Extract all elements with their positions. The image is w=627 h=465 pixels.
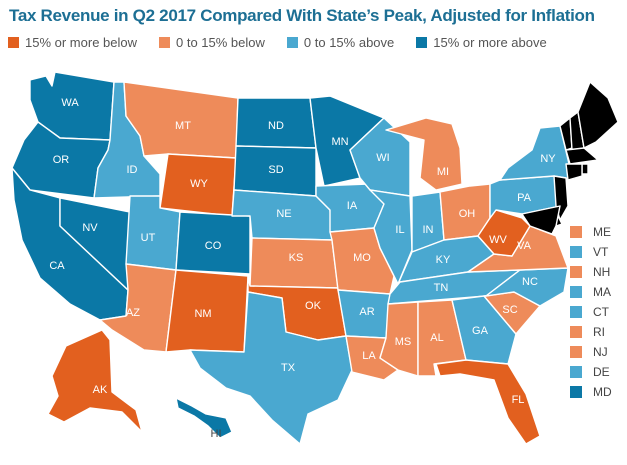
small-state-row: DE (570, 362, 612, 382)
state-label-WA: WA (61, 97, 79, 109)
small-state-swatch (570, 246, 582, 258)
small-state-abbr: NH (593, 265, 611, 279)
legend-item-0-15-above: 0 to 15% above (286, 35, 395, 50)
map-title: Tax Revenue in Q2 2017 Compared With Sta… (9, 6, 595, 25)
state-MA[interactable] (565, 147, 599, 165)
state-label-CA: CA (49, 260, 65, 272)
legend-label: 15% or more below (25, 35, 137, 50)
state-HI[interactable] (175, 397, 233, 439)
small-state-swatch (570, 346, 582, 358)
state-IL[interactable] (369, 189, 413, 285)
state-label-OR: OR (53, 154, 70, 166)
small-state-swatch (570, 226, 582, 238)
small-state-swatch (570, 326, 582, 338)
state-MI[interactable] (385, 117, 463, 191)
state-MD[interactable] (521, 205, 561, 235)
state-label-MN: MN (331, 136, 348, 148)
state-label-AR: AR (359, 306, 374, 318)
us-map: WA OR CA NV ID MT WY UT CO AZ NM ND SD N… (11, 71, 619, 445)
small-state-abbr: MA (593, 285, 611, 299)
state-label-MS: MS (395, 336, 412, 348)
small-state-row: RI (570, 322, 612, 342)
state-label-NC: NC (522, 276, 538, 288)
state-ME[interactable] (577, 81, 619, 149)
state-label-TX: TX (281, 362, 296, 374)
small-state-abbr: DE (593, 365, 610, 379)
state-AK[interactable] (47, 329, 143, 433)
state-label-KS: KS (289, 252, 304, 264)
small-state-abbr: CT (593, 305, 609, 319)
state-label-ID: ID (127, 164, 138, 176)
state-label-WV: WV (489, 234, 507, 246)
state-label-UT: UT (141, 232, 156, 244)
state-label-NV: NV (82, 222, 98, 234)
state-label-SC: SC (502, 304, 517, 316)
state-label-IL: IL (395, 224, 404, 236)
small-state-swatch (570, 286, 582, 298)
state-TX[interactable] (189, 291, 353, 445)
legend-label: 0 to 15% below (176, 35, 265, 50)
state-label-MI: MI (437, 166, 449, 178)
small-state-abbr: ME (593, 225, 611, 239)
small-state-abbr: MD (593, 385, 612, 399)
legend-label: 15% or more above (433, 35, 547, 50)
small-state-swatch (570, 266, 582, 278)
state-CT[interactable] (565, 163, 583, 181)
small-state-abbr: VT (593, 245, 609, 259)
state-label-OK: OK (305, 300, 322, 312)
legend: 15% or more below 0 to 15% below 0 to 15… (8, 35, 547, 50)
small-state-row: MD (570, 382, 612, 402)
small-state-row: ME (570, 222, 612, 242)
state-label-LA: LA (362, 350, 376, 362)
state-label-WY: WY (190, 178, 208, 190)
small-state-row: MA (570, 282, 612, 302)
state-label-VA: VA (517, 240, 532, 252)
state-label-TN: TN (434, 282, 449, 294)
state-label-NM: NM (194, 308, 211, 320)
state-label-PA: PA (517, 192, 532, 204)
small-state-abbr: NJ (593, 345, 608, 359)
state-label-ND: ND (268, 120, 284, 132)
state-label-IA: IA (347, 200, 358, 212)
state-RI[interactable] (581, 163, 589, 175)
legend-item-0-15-below: 0 to 15% below (159, 35, 265, 50)
small-state-row: NJ (570, 342, 612, 362)
small-state-row: NH (570, 262, 612, 282)
legend-item-15-or-more-above: 15% or more above (416, 35, 547, 50)
state-label-MT: MT (175, 120, 191, 132)
state-label-CO: CO (205, 240, 222, 252)
small-state-row: CT (570, 302, 612, 322)
small-state-swatch (570, 366, 582, 378)
state-label-AZ: AZ (126, 307, 140, 319)
state-label-FL: FL (512, 394, 525, 406)
state-label-NE: NE (276, 208, 291, 220)
state-label-SD: SD (268, 164, 283, 176)
legend-swatch (416, 37, 428, 48)
legend-swatch (286, 37, 298, 48)
small-state-abbr: RI (593, 325, 605, 339)
state-label-AK: AK (93, 384, 108, 396)
state-label-HI: HI (211, 428, 222, 440)
small-state-swatch (570, 306, 582, 318)
state-label-OH: OH (459, 208, 476, 220)
state-label-AL: AL (430, 332, 443, 344)
small-state-row: VT (570, 242, 612, 262)
state-label-NY: NY (540, 153, 556, 165)
legend-swatch (8, 37, 19, 48)
state-label-IN: IN (423, 224, 434, 236)
state-label-KY: KY (436, 254, 451, 266)
state-label-MO: MO (353, 252, 371, 264)
state-label-WI: WI (376, 152, 389, 164)
state-GA[interactable] (451, 295, 517, 365)
small-state-swatch (570, 386, 582, 398)
state-FL[interactable] (435, 359, 541, 445)
legend-swatch (159, 37, 170, 48)
legend-item-15-or-more-below: 15% or more below (8, 35, 137, 50)
small-states-legend: ME VT NH MA CT RI NJ DE MD (570, 222, 612, 402)
state-label-GA: GA (472, 325, 489, 337)
legend-label: 0 to 15% above (303, 35, 395, 50)
